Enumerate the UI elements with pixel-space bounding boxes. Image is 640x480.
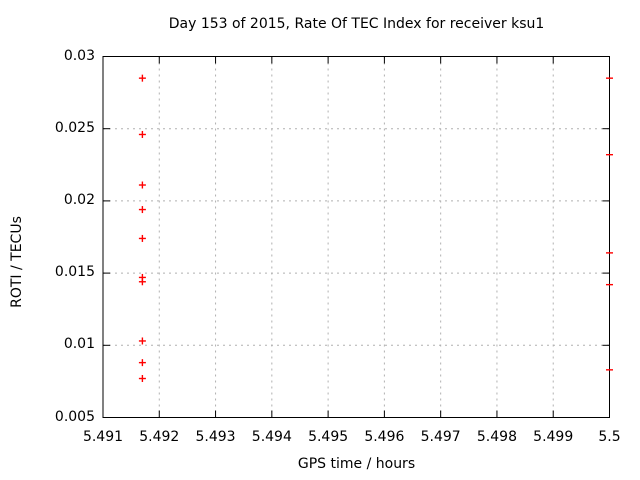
- x-tick-label: 5.497: [420, 429, 461, 445]
- x-tick-label: 5.496: [364, 429, 405, 445]
- y-tick-label: 0.005: [54, 408, 95, 425]
- y-tick-label: 0.015: [54, 264, 95, 281]
- x-tick-label: 5.494: [251, 429, 292, 445]
- x-axis-label: GPS time / hours: [297, 456, 416, 472]
- x-tick-label: 5.499: [533, 429, 574, 445]
- x-tick-label: 5.5: [598, 429, 621, 445]
- x-tick-label: 5.495: [308, 429, 349, 445]
- y-tick-label: 0.025: [54, 119, 95, 136]
- x-tick-label: 5.498: [476, 429, 517, 445]
- y-axis-label: ROTI / TECUs: [9, 216, 25, 308]
- chart-title: Day 153 of 2015, Rate Of TEC Index for r…: [168, 16, 545, 32]
- y-tick-label: 0.01: [63, 336, 95, 353]
- x-tick-label: 5.491: [82, 429, 124, 445]
- plot-border: [102, 56, 610, 418]
- x-tick-label: 5.493: [195, 429, 236, 445]
- y-tick-label: 0.03: [63, 47, 95, 64]
- y-tick-label: 0.02: [63, 191, 95, 208]
- x-tick-label: 5.492: [139, 429, 180, 445]
